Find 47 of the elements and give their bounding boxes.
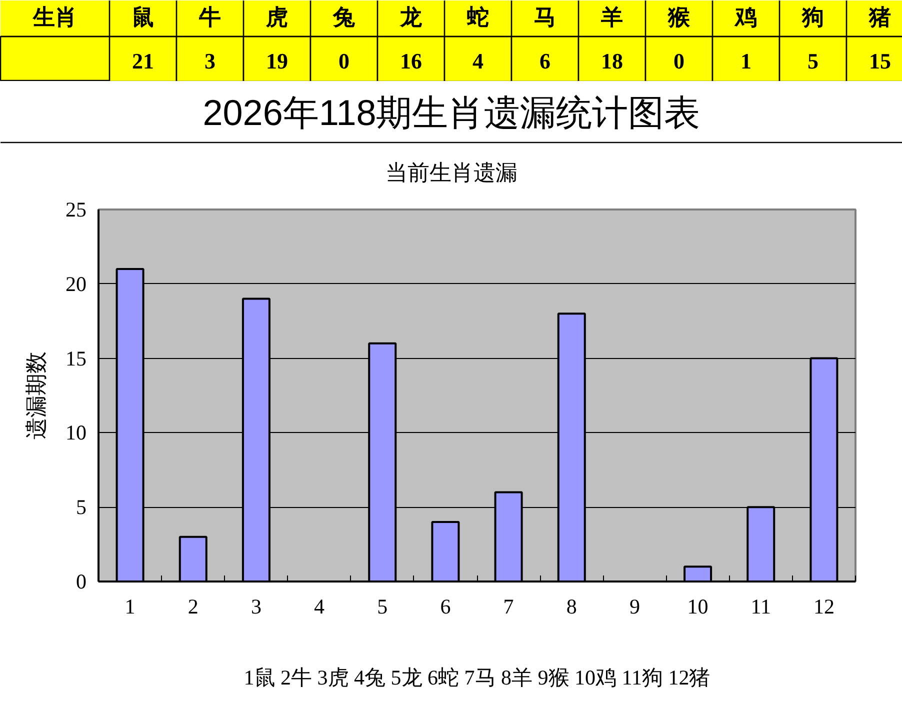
x-tick-label: 9 xyxy=(629,594,640,618)
x-tick-label: 10 xyxy=(687,594,708,618)
data-label: 4 xyxy=(472,48,484,74)
data-label: 18 xyxy=(601,48,623,74)
data-label: 15 xyxy=(869,48,891,74)
y-tick-label: 5 xyxy=(76,495,86,520)
data-label: 21 xyxy=(132,48,154,74)
x-tick-label: 7 xyxy=(503,594,514,618)
y-tick-label: 15 xyxy=(66,346,86,370)
chart-subtitle: 当前生肖遗漏 xyxy=(386,160,518,185)
category-label: 狗 xyxy=(801,4,824,30)
data-label: 6 xyxy=(540,48,550,74)
x-tick-label: 4 xyxy=(314,594,326,618)
data-label: 19 xyxy=(266,48,288,74)
data-label: 1 xyxy=(740,48,752,74)
y-tick-label: 25 xyxy=(66,198,86,222)
y-tick-label: 20 xyxy=(66,272,86,296)
data-label: 5 xyxy=(808,48,818,74)
y-tick-label: 10 xyxy=(66,420,86,445)
x-tick-label: 2 xyxy=(188,594,198,618)
data-label: 3 xyxy=(204,48,216,74)
data-label: 0 xyxy=(338,48,350,74)
x-tick-label: 11 xyxy=(750,594,771,618)
x-tick-label: 6 xyxy=(440,594,451,618)
category-label: 虎 xyxy=(265,4,288,30)
x-tick-label: 8 xyxy=(566,594,577,618)
data-label: 0 xyxy=(674,48,684,74)
x-tick-label: 1 xyxy=(124,594,136,618)
category-label: 猴 xyxy=(667,4,691,30)
x-tick-label: 3 xyxy=(250,594,262,618)
x-tick-label: 12 xyxy=(813,594,834,618)
data-label: 16 xyxy=(400,48,422,74)
text: 1鼠 2牛 3虎 4兔 5龙 6蛇 7马 8羊 9猴 10鸡 11狗 12猪 xyxy=(244,666,710,690)
y-axis-title: 遗漏期数 xyxy=(24,352,48,440)
category-label: 羊 xyxy=(600,4,623,30)
category-label: 鸡 xyxy=(734,4,757,30)
y-tick-label: 0 xyxy=(76,570,86,594)
category-label: 猪 xyxy=(868,4,891,30)
text: 生肖 xyxy=(32,4,77,30)
chart-title: 2026年118期生肖遗漏统计图表 xyxy=(202,92,700,133)
x-tick-label: 5 xyxy=(377,594,388,618)
category-label: 兔 xyxy=(332,4,355,30)
category-label: 鼠 xyxy=(132,4,154,30)
category-label: 马 xyxy=(534,4,556,30)
category-label: 蛇 xyxy=(466,4,489,30)
category-label: 龙 xyxy=(399,4,423,30)
category-label: 牛 xyxy=(198,4,221,30)
